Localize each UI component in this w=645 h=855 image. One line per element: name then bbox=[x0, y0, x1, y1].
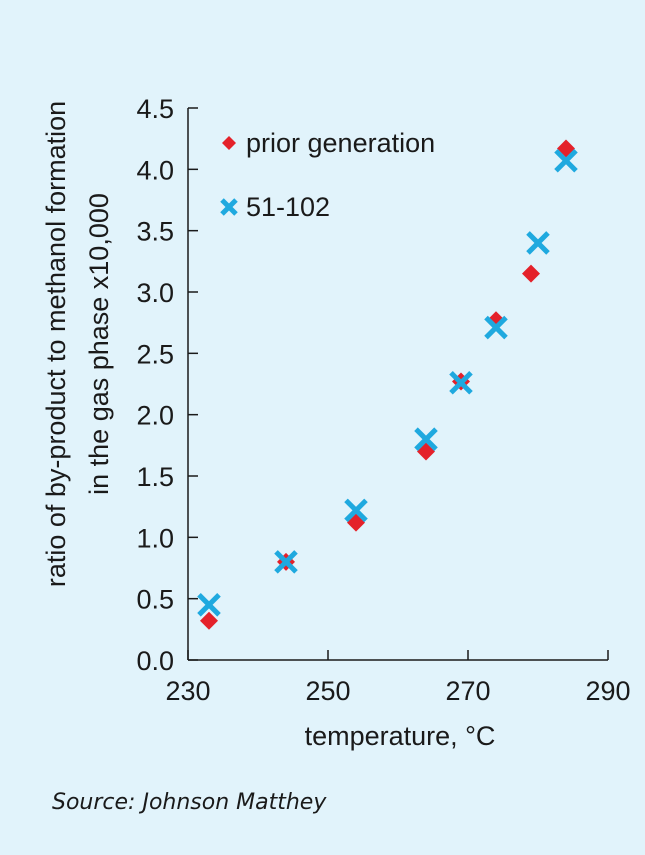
data-point-x bbox=[526, 231, 550, 255]
y-tick-label: 1.0 bbox=[136, 523, 174, 553]
data-point-x bbox=[449, 371, 473, 395]
data-point-x bbox=[554, 148, 578, 173]
y-tick-label: 2.0 bbox=[136, 401, 174, 431]
data-point-x bbox=[344, 498, 368, 523]
tick-labels: 0.0 0.5 1.0 1.5 2.0 2.5 3.0 3.5 4.0 4.5 230 250 270 2… bbox=[136, 94, 630, 706]
x-marker-stroke bbox=[526, 231, 550, 255]
y-axis-title-line: in the gas phase x10,000 bbox=[84, 193, 114, 495]
series-51-102 bbox=[197, 148, 578, 617]
x-marker-stroke bbox=[414, 427, 438, 451]
data-point-diamond bbox=[200, 611, 218, 630]
x-tick-label: 250 bbox=[305, 676, 350, 706]
y-tick-label: 4.5 bbox=[136, 94, 174, 124]
x-tick-label: 270 bbox=[445, 676, 490, 706]
x-axis-title: temperature, °C bbox=[305, 721, 496, 751]
axes bbox=[187, 107, 609, 661]
y-tick-label: 3.5 bbox=[136, 217, 174, 247]
data-point-x bbox=[274, 550, 298, 574]
data-point-diamond bbox=[522, 264, 540, 283]
x-tick-label: 230 bbox=[165, 676, 210, 706]
legend-marker-x bbox=[220, 198, 238, 216]
source-note: Source: Johnson Matthey bbox=[52, 790, 327, 815]
x-marker-stroke bbox=[197, 593, 221, 617]
x-marker-stroke bbox=[220, 198, 238, 216]
y-tick-label: 0.5 bbox=[136, 585, 174, 615]
y-axis-title: ratio of by-product to methanol formatio… bbox=[41, 101, 114, 587]
data-points bbox=[197, 139, 578, 630]
y-tick-label: 1.5 bbox=[136, 462, 174, 492]
x-marker-stroke bbox=[484, 315, 508, 340]
y-axis-title-line: ratio of by-product to methanol formatio… bbox=[41, 101, 71, 587]
x-marker-stroke bbox=[344, 498, 368, 523]
legend: prior generation 51-102 bbox=[220, 128, 435, 222]
y-tick-label: 3.0 bbox=[136, 278, 174, 308]
y-tick-label: 0.0 bbox=[136, 646, 174, 676]
legend-label: prior generation bbox=[246, 128, 435, 158]
data-point-x bbox=[414, 427, 438, 451]
legend-label: 51-102 bbox=[246, 192, 330, 222]
x-tick-label: 290 bbox=[585, 676, 630, 706]
y-tick-label: 4.0 bbox=[136, 155, 174, 185]
data-point-x bbox=[484, 315, 508, 340]
data-point-x bbox=[197, 593, 221, 617]
y-tick-label: 2.5 bbox=[136, 339, 174, 369]
x-marker-stroke bbox=[449, 371, 473, 395]
legend-marker-diamond bbox=[222, 136, 236, 150]
x-marker-stroke bbox=[554, 148, 578, 173]
x-marker-stroke bbox=[274, 550, 298, 574]
